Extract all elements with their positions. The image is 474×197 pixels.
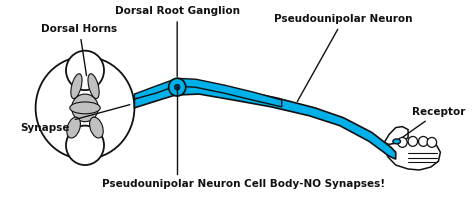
Circle shape [174, 84, 180, 90]
Text: Dorsal Root Ganglion: Dorsal Root Ganglion [115, 6, 240, 76]
Ellipse shape [67, 117, 81, 138]
Circle shape [408, 137, 418, 146]
Circle shape [36, 57, 135, 159]
Polygon shape [135, 78, 282, 107]
Polygon shape [135, 83, 396, 159]
Ellipse shape [393, 139, 401, 144]
Circle shape [398, 138, 407, 147]
Text: Pseudounipolar Neuron: Pseudounipolar Neuron [274, 14, 413, 101]
Ellipse shape [71, 74, 82, 99]
Text: Pseudounipolar Neuron Cell Body-NO Synapses!: Pseudounipolar Neuron Cell Body-NO Synap… [102, 179, 385, 189]
Polygon shape [384, 127, 408, 146]
Circle shape [66, 51, 104, 90]
Text: Synapse: Synapse [20, 105, 130, 133]
Polygon shape [385, 142, 440, 170]
Text: Dorsal Horns: Dorsal Horns [41, 24, 118, 75]
Text: Receptor: Receptor [402, 107, 465, 138]
Circle shape [72, 94, 98, 122]
Circle shape [419, 137, 428, 146]
Circle shape [66, 126, 104, 165]
Ellipse shape [88, 74, 99, 99]
Ellipse shape [70, 102, 100, 114]
Circle shape [169, 78, 186, 96]
Circle shape [427, 138, 437, 147]
Ellipse shape [90, 117, 103, 138]
